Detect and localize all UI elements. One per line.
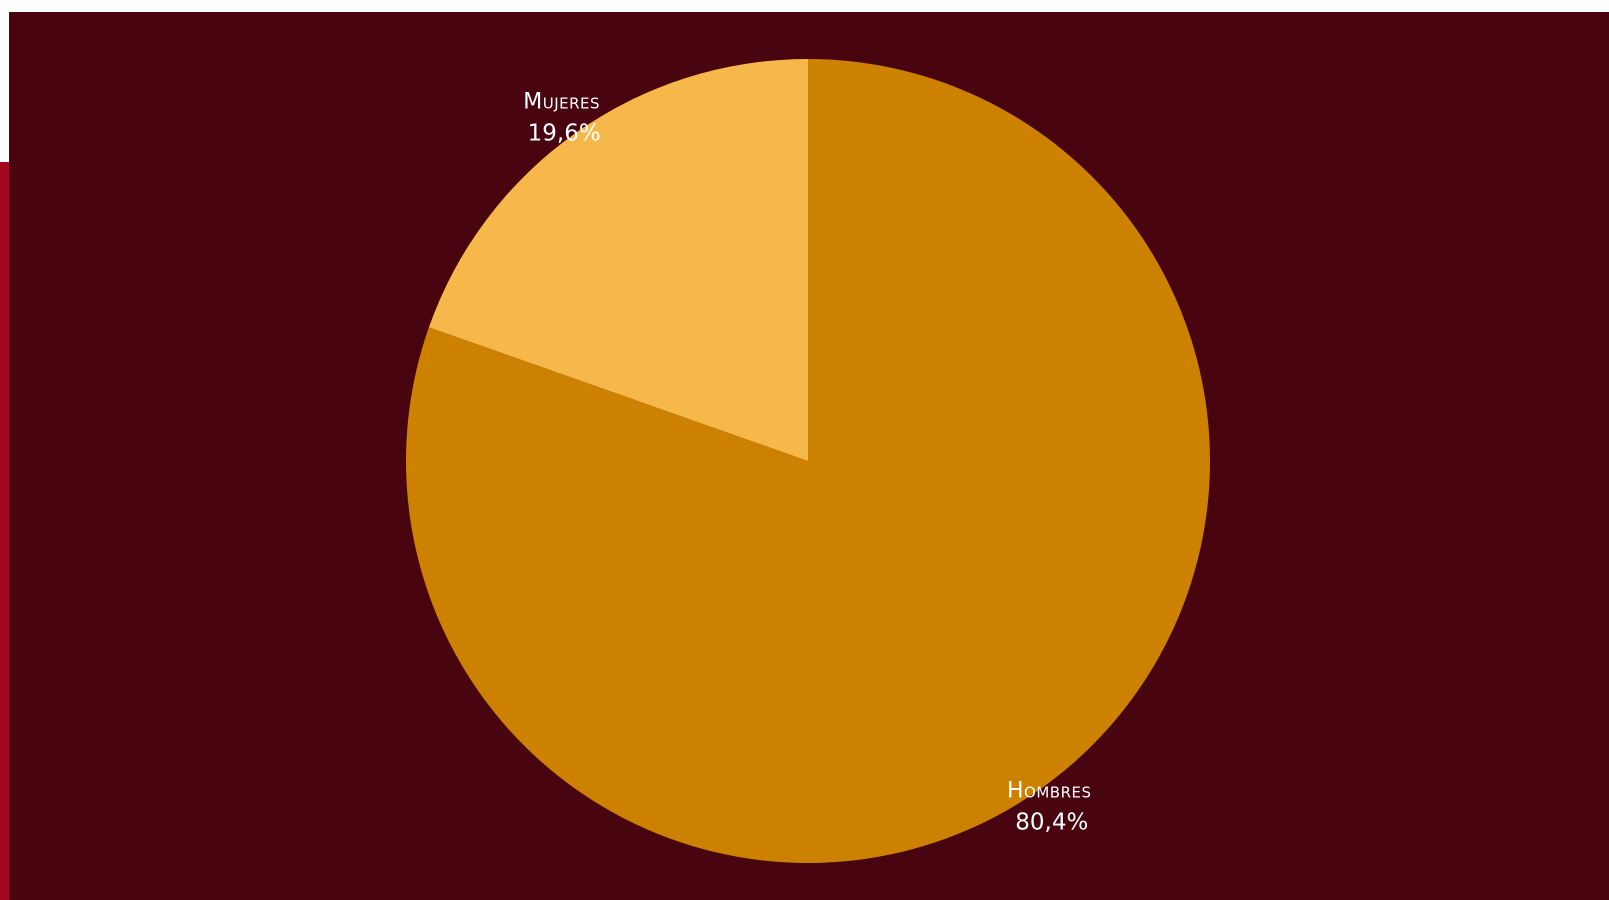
label-mujeres: Mujeres 19,6% — [523, 89, 605, 146]
pie-slices — [405, 59, 1211, 864]
pie-labels: Hombres 80,4% Mujeres 19,6% — [523, 89, 1097, 836]
label-hombres-value: 80,4% — [1015, 810, 1088, 836]
label-mujeres-name: Mujeres — [523, 89, 600, 114]
label-mujeres-value: 19,6% — [528, 120, 601, 146]
pie-slice-hombres — [405, 59, 1211, 864]
label-hombres: Hombres 80,4% — [1007, 779, 1097, 836]
accent-strip — [0, 162, 9, 900]
pie-slice-mujeres — [428, 59, 808, 461]
label-hombres-name: Hombres — [1007, 779, 1092, 804]
